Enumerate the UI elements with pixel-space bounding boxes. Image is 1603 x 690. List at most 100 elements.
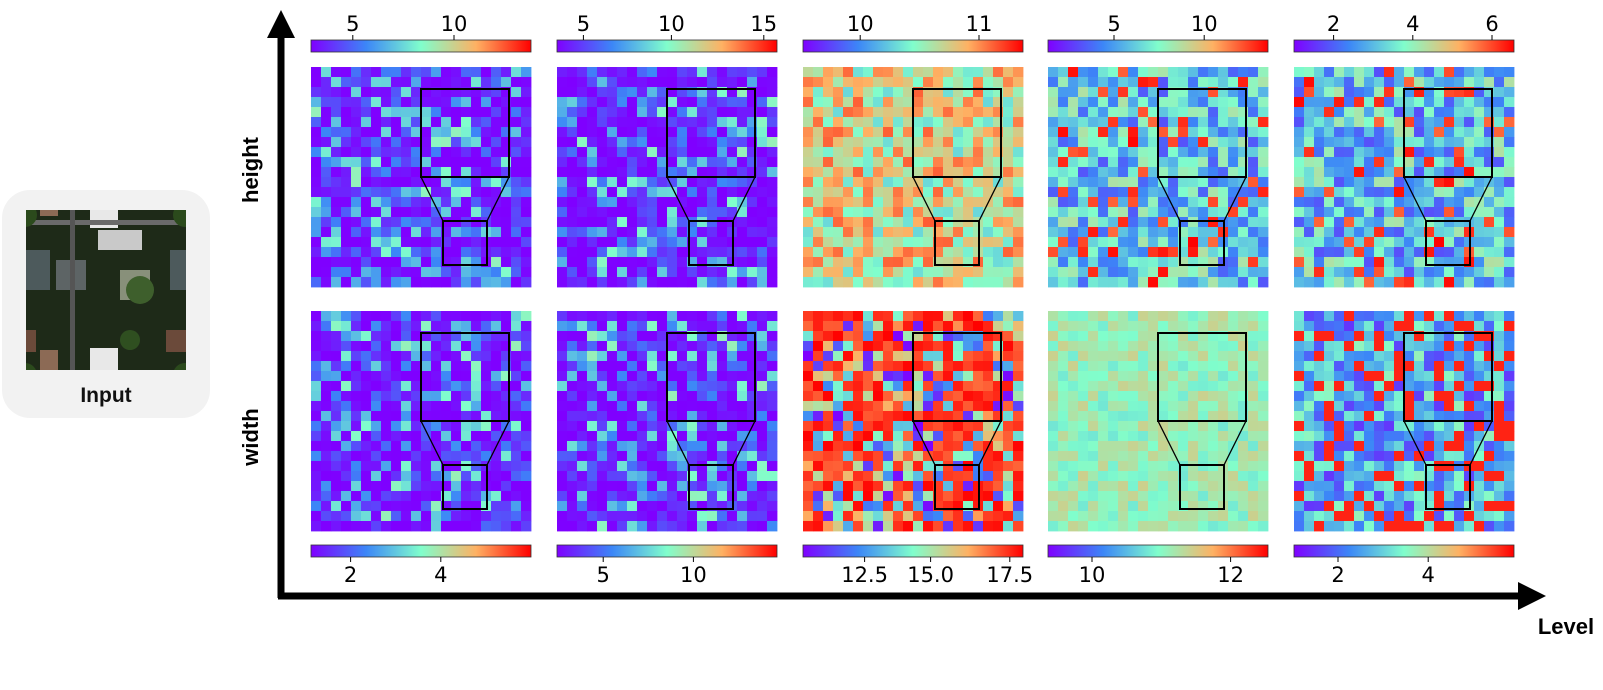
- heatmap-cell: [1158, 491, 1169, 502]
- heatmap-cell: [381, 341, 392, 352]
- heatmap-cell: [1314, 461, 1325, 472]
- heatmap-cell: [903, 277, 914, 288]
- heatmap-cell: [1128, 257, 1139, 268]
- heatmap-cell: [883, 431, 894, 442]
- heatmap-cell: [1078, 167, 1089, 178]
- heatmap-cell: [607, 107, 618, 118]
- heatmap-cell: [607, 87, 618, 98]
- heatmap-cell: [1003, 197, 1014, 208]
- heatmap-cell: [1218, 187, 1229, 198]
- heatmap-cell: [587, 411, 598, 422]
- heatmap-cell: [1108, 227, 1119, 238]
- heatmap-cell: [371, 521, 382, 532]
- heatmap-cell: [883, 321, 894, 332]
- heatmap-cell: [1494, 361, 1505, 372]
- heatmap-cell: [677, 481, 688, 492]
- heatmap-cell: [707, 411, 718, 422]
- heatmap-cell: [677, 177, 688, 188]
- heatmap-cell: [1168, 187, 1179, 198]
- heatmap-cell: [471, 227, 482, 238]
- heatmap-cell: [933, 67, 944, 78]
- heatmap-cell: [973, 421, 984, 432]
- heatmap-cell: [1304, 481, 1315, 492]
- heatmap-cell: [321, 87, 332, 98]
- heatmap-cell: [607, 267, 618, 278]
- heatmap-cell: [823, 331, 834, 342]
- heatmap-cell: [913, 257, 924, 268]
- heatmap-cell: [321, 117, 332, 128]
- heatmap-cell: [823, 461, 834, 472]
- heatmap-cell: [637, 361, 648, 372]
- heatmap-cell: [1294, 481, 1305, 492]
- heatmap-cell: [627, 341, 638, 352]
- heatmap-cell: [1138, 187, 1149, 198]
- heatmap-cell: [381, 461, 392, 472]
- heatmap-cell: [351, 501, 362, 512]
- heatmap-cell: [1384, 257, 1395, 268]
- heatmap-cell: [491, 277, 502, 288]
- heatmap-cell: [627, 411, 638, 422]
- colorbar: [1047, 544, 1269, 558]
- heatmap-cell: [767, 401, 778, 412]
- heatmap-cell: [401, 197, 412, 208]
- heatmap-cell: [1354, 451, 1365, 462]
- heatmap-cell: [813, 77, 824, 88]
- heatmap-cell: [461, 267, 472, 278]
- heatmap-cell: [983, 87, 994, 98]
- heatmap-cell: [321, 341, 332, 352]
- heatmap-cell: [1188, 177, 1199, 188]
- heatmap-cell: [557, 491, 568, 502]
- heatmap-cell: [893, 87, 904, 98]
- heatmap-cell: [1058, 311, 1069, 322]
- heatmap-cell: [1294, 227, 1305, 238]
- heatmap-cell: [421, 311, 432, 322]
- heatmap-cell: [471, 471, 482, 482]
- heatmap-cell: [481, 451, 492, 462]
- heatmap-cell: [803, 361, 814, 372]
- heatmap-cell: [1048, 431, 1059, 442]
- heatmap-cell: [873, 137, 884, 148]
- heatmap-cell: [1464, 157, 1475, 168]
- heatmap-cell: [587, 67, 598, 78]
- heatmap-cell: [421, 421, 432, 432]
- heatmap-cell: [863, 341, 874, 352]
- heatmap-cell: [943, 237, 954, 248]
- heatmap-cell: [627, 461, 638, 472]
- heatmap-cell: [1374, 421, 1385, 432]
- heatmap-cell: [1048, 147, 1059, 158]
- heatmap-cell: [461, 227, 472, 238]
- heatmap-cell: [1128, 511, 1139, 522]
- heatmap-cell: [1098, 167, 1109, 178]
- heatmap-cell: [587, 491, 598, 502]
- heatmap-cell: [371, 197, 382, 208]
- heatmap-cell: [411, 197, 422, 208]
- heatmap-cell: [973, 87, 984, 98]
- heatmap-cell: [511, 311, 522, 322]
- heatmap-cell: [567, 137, 578, 148]
- heatmap-cell: [521, 167, 532, 178]
- heatmap-cell: [697, 431, 708, 442]
- heatmap-cell: [1248, 87, 1259, 98]
- heatmap-cell: [1384, 127, 1395, 138]
- colorbar-tick-label: 10: [658, 12, 685, 36]
- colorbar-tick-label: 2: [344, 563, 357, 587]
- heatmap-cell: [1404, 311, 1415, 322]
- heatmap-cell: [587, 311, 598, 322]
- heatmap-cell: [491, 361, 502, 372]
- heatmap-cell: [953, 197, 964, 208]
- heatmap-cell: [1444, 411, 1455, 422]
- heatmap-cell: [657, 311, 668, 322]
- heatmap-cell: [923, 421, 934, 432]
- heatmap-cell: [1108, 431, 1119, 442]
- heatmap-cell: [813, 381, 824, 392]
- heatmap-cell: [973, 187, 984, 198]
- zoom-source-box: [934, 220, 980, 266]
- heatmap-cell: [1374, 137, 1385, 148]
- heatmap-cell: [1198, 361, 1209, 372]
- heatmap-cell: [863, 87, 874, 98]
- heatmap-cell: [361, 147, 372, 158]
- heatmap-cell: [747, 341, 758, 352]
- heatmap-cell: [567, 87, 578, 98]
- heatmap-cell: [1324, 401, 1335, 412]
- heatmap-cell: [607, 207, 618, 218]
